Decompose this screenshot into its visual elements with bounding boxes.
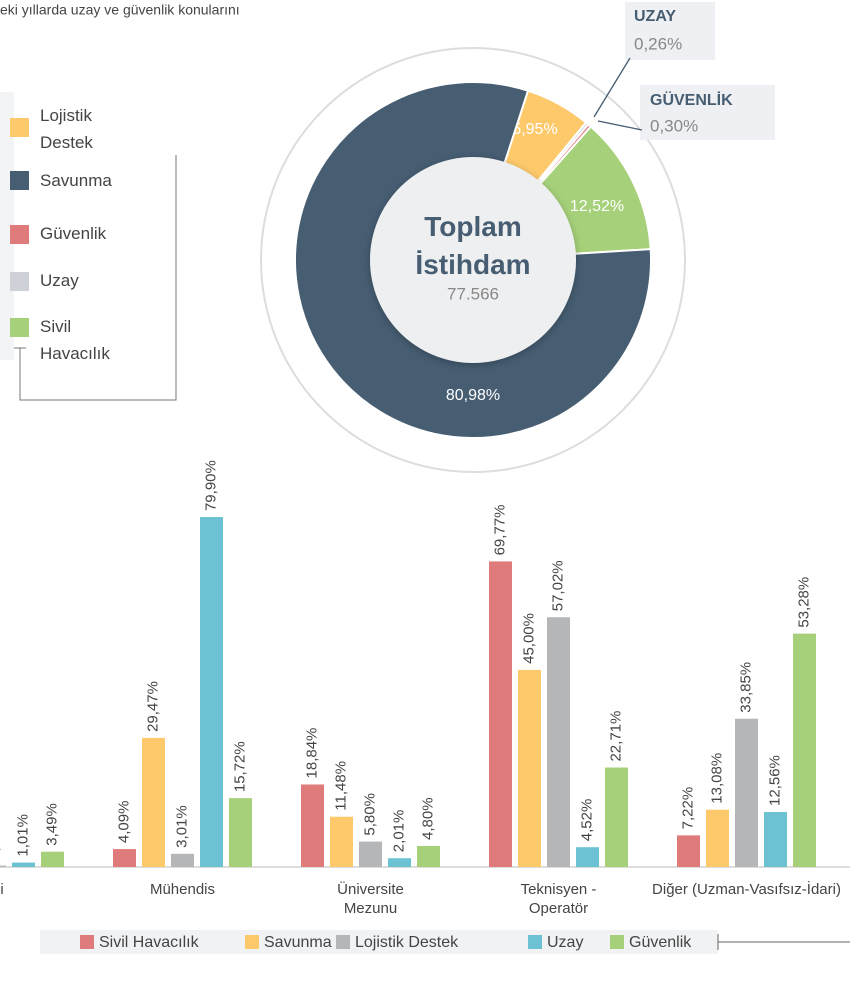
legend-swatch	[10, 318, 29, 337]
bar	[229, 798, 252, 867]
donut-ring	[260, 47, 686, 473]
x-tick-label: Mühendis	[149, 881, 216, 898]
value-label: 33,85%	[737, 662, 754, 713]
bar	[41, 851, 64, 867]
value-label: 11,48%	[332, 761, 349, 811]
legend-swatch	[80, 935, 94, 949]
value-label: 3,01%	[173, 805, 190, 848]
value-label: 0,32%	[0, 817, 2, 860]
slice-label: 80,98%	[446, 387, 500, 404]
legend-label: Güvenlik	[629, 934, 692, 951]
value-label: 5,80%	[361, 793, 378, 836]
legend-swatch	[245, 935, 259, 949]
value-label: 79,90%	[202, 460, 219, 511]
value-label: 15,72%	[231, 741, 248, 792]
legend-label: Sivil Havacılık	[99, 934, 200, 951]
donut-hole	[370, 157, 576, 363]
legend-swatch	[10, 272, 29, 291]
legend-swatch	[528, 935, 542, 949]
legend-label: Güvenlik	[40, 224, 107, 243]
center-title: Toplam İstihdam	[415, 211, 531, 280]
x-tick-label: Üniversite Mezunu	[337, 881, 404, 917]
legend-swatch	[336, 935, 350, 949]
bar	[171, 853, 194, 867]
center-value: 77.566	[447, 284, 499, 303]
value-label: 69,77%	[491, 505, 508, 556]
bar	[735, 718, 758, 867]
x-tick-label: Teknisyen - Operatör	[520, 881, 597, 917]
bar	[793, 633, 816, 867]
legend-swatch	[610, 935, 624, 949]
bar	[605, 767, 628, 867]
bar	[764, 811, 787, 867]
value-label: 4,80%	[419, 797, 436, 840]
bar	[142, 737, 165, 867]
bar	[359, 841, 382, 867]
value-label: 3,49%	[43, 803, 60, 846]
bar	[706, 809, 729, 867]
pie-slice	[294, 81, 652, 439]
legend-panel	[0, 92, 14, 360]
legend-label: Savunma	[264, 934, 332, 951]
bar	[301, 784, 324, 867]
legend-swatch	[10, 225, 29, 244]
legend-label: Lojistik Destek	[355, 934, 459, 951]
callout-box	[640, 85, 775, 140]
legend-frame	[19, 155, 177, 401]
bar	[12, 862, 35, 867]
value-label: 7,22%	[679, 787, 696, 830]
legend-label: Savunma	[40, 171, 112, 190]
legend-band	[40, 930, 718, 954]
bar	[576, 847, 599, 867]
value-label: 18,84%	[303, 728, 320, 779]
legend-label: Sivil Havacılık	[40, 317, 110, 363]
slice-label: 5,95%	[512, 121, 557, 138]
value-label: 12,56%	[766, 755, 783, 806]
bar	[200, 517, 223, 867]
x-tick-label: Diğer (Uzman-Vasıfsız-İdari)	[652, 881, 841, 898]
callout-title: UZAY	[634, 8, 676, 25]
callout-value: 0,26%	[634, 34, 682, 53]
callout-line	[593, 57, 631, 118]
value-label: 45,00%	[520, 613, 537, 664]
value-label: 22,71%	[607, 711, 624, 762]
x-tick-label: tici	[0, 881, 4, 898]
bar	[388, 858, 411, 867]
value-label: 4,52%	[578, 799, 595, 842]
legend-swatch	[10, 171, 29, 190]
legend-label: Lojistik Destek	[40, 106, 93, 152]
legend-swatch	[10, 118, 29, 137]
legend-label: Uzay	[547, 934, 583, 951]
bar	[330, 816, 353, 867]
value-label: 53,28%	[795, 577, 812, 628]
bar	[677, 835, 700, 867]
callout-value: 0,30%	[650, 116, 698, 135]
value-label: 2,01%	[390, 810, 407, 853]
callout-box	[625, 2, 715, 60]
callout-title: GÜVENLİK	[650, 90, 733, 109]
value-label: 4,09%	[115, 801, 132, 844]
bar	[113, 849, 136, 867]
slice-label: 12,52%	[570, 198, 624, 215]
bar	[518, 669, 541, 867]
callout-line	[597, 120, 643, 131]
value-label: 13,08%	[708, 753, 725, 804]
bar	[0, 865, 6, 867]
bar	[547, 617, 570, 867]
legend-label: Uzay	[40, 271, 79, 290]
intro-text: eki yıllarda uzay ve güvenlik konularını	[0, 2, 240, 18]
value-label: 57,02%	[549, 560, 566, 611]
value-label: 29,47%	[144, 681, 161, 732]
bar	[489, 561, 512, 867]
value-label: 1,01%	[14, 814, 31, 857]
bar	[417, 845, 440, 867]
